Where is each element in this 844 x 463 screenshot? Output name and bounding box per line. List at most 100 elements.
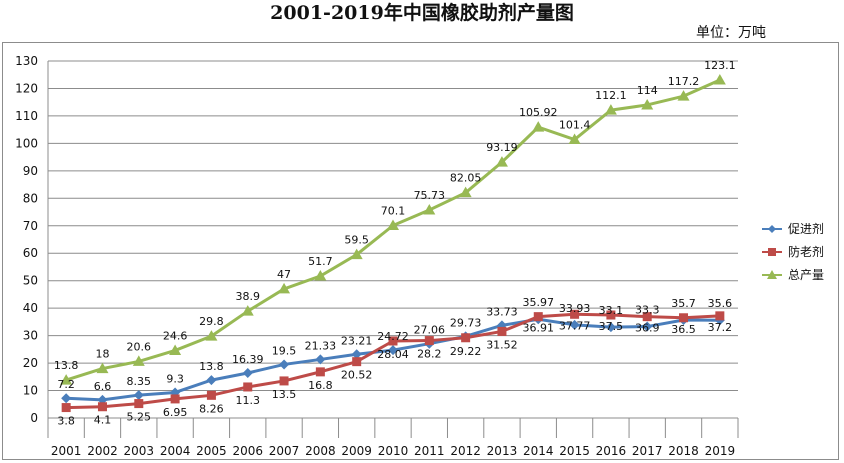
data-point <box>568 133 581 145</box>
data-label: 29.8 <box>199 315 224 328</box>
chart-title: 2001-2019年中国橡胶助剂产量图 <box>270 2 574 24</box>
data-point <box>642 321 653 332</box>
y-tick-label: 110 <box>15 109 38 123</box>
data-point <box>96 362 109 374</box>
data-label: 20.52 <box>341 369 373 382</box>
y-tick-label: 130 <box>15 54 38 68</box>
x-tick-label: 2006 <box>232 444 263 458</box>
data-label: 5.25 <box>127 411 152 424</box>
data-label: 123.1 <box>704 59 736 72</box>
data-label: 117.2 <box>668 75 700 88</box>
data-point <box>424 336 434 346</box>
data-point <box>60 374 73 385</box>
data-point <box>315 354 326 365</box>
data-label: 29.22 <box>450 345 482 358</box>
legend-marker <box>767 270 777 279</box>
data-label: 16.8 <box>308 379 333 392</box>
data-point <box>169 344 182 355</box>
data-label: 27.06 <box>414 324 446 337</box>
data-label: 13.8 <box>199 360 224 373</box>
legend-marker <box>768 225 776 233</box>
data-point <box>641 98 654 110</box>
data-point <box>532 121 545 132</box>
data-label: 47 <box>277 268 291 281</box>
data-label: 36.9 <box>635 322 660 335</box>
data-point <box>461 333 471 343</box>
data-label: 21.33 <box>305 339 337 352</box>
x-tick-label: 2010 <box>378 444 409 458</box>
data-point <box>170 394 180 404</box>
data-point <box>642 312 652 322</box>
data-label: 29.73 <box>450 316 482 329</box>
data-point <box>97 402 107 412</box>
x-tick-label: 2008 <box>305 444 336 458</box>
data-label: 13.8 <box>54 359 79 372</box>
data-point <box>569 319 580 330</box>
data-label: 59.5 <box>344 234 369 247</box>
data-point <box>279 359 290 370</box>
y-tick-label: 80 <box>23 191 38 205</box>
data-label: 38.9 <box>235 290 260 303</box>
y-tick-label: 30 <box>23 329 38 343</box>
data-point <box>679 313 689 323</box>
x-tick-label: 2019 <box>705 444 736 458</box>
data-label: 75.73 <box>414 189 446 202</box>
data-label: 24.72 <box>377 330 409 343</box>
legend-label: 促进剂 <box>788 221 824 236</box>
data-label: 4.1 <box>94 414 112 427</box>
y-tick-label: 60 <box>23 246 38 260</box>
data-label: 8.35 <box>127 375 152 388</box>
y-tick-label: 40 <box>23 301 38 315</box>
data-point <box>61 403 71 413</box>
data-label: 82.05 <box>450 172 482 185</box>
data-label: 37.5 <box>599 320 624 333</box>
data-point <box>241 305 254 316</box>
data-label: 16.39 <box>232 353 264 366</box>
data-point <box>604 104 617 115</box>
x-tick-label: 2013 <box>487 444 518 458</box>
x-tick-label: 2017 <box>632 444 663 458</box>
x-tick-label: 2012 <box>450 444 481 458</box>
data-label: 93.19 <box>486 141 518 154</box>
data-label: 35.97 <box>523 296 555 309</box>
x-tick-label: 2009 <box>341 444 372 458</box>
data-point <box>423 204 436 215</box>
data-point <box>132 355 145 366</box>
chart-frame <box>2 42 839 460</box>
data-point <box>242 367 253 378</box>
x-tick-label: 2004 <box>160 444 191 458</box>
x-tick-label: 2007 <box>269 444 300 458</box>
y-tick-label: 120 <box>15 81 38 95</box>
y-tick-label: 70 <box>23 219 38 233</box>
y-tick-label: 90 <box>23 164 38 178</box>
x-tick-label: 2011 <box>414 444 445 458</box>
data-label: 3.8 <box>57 415 75 428</box>
data-label: 112.1 <box>595 89 627 102</box>
data-label: 105.92 <box>519 106 558 119</box>
data-label: 35.7 <box>671 297 696 310</box>
y-tick-label: 0 <box>30 411 38 425</box>
data-point <box>387 219 399 230</box>
data-point <box>278 282 291 294</box>
data-point <box>677 90 690 101</box>
data-label: 114 <box>637 84 658 97</box>
data-label: 19.5 <box>272 344 297 357</box>
data-point <box>459 186 472 198</box>
x-tick-label: 2005 <box>196 444 227 458</box>
x-tick-label: 2014 <box>523 444 554 458</box>
data-point <box>352 357 362 367</box>
data-label: 101.4 <box>559 119 591 132</box>
data-point <box>715 311 725 321</box>
data-label: 9.3 <box>166 372 184 385</box>
y-tick-label: 10 <box>23 384 38 398</box>
data-label: 18 <box>95 348 109 361</box>
y-tick-label: 20 <box>23 356 38 370</box>
data-point <box>206 375 217 386</box>
x-tick-label: 2003 <box>124 444 155 458</box>
data-label: 20.6 <box>127 340 152 353</box>
data-point <box>533 312 543 322</box>
data-label: 13.5 <box>272 388 297 401</box>
data-point <box>497 326 507 336</box>
data-point <box>134 399 144 409</box>
